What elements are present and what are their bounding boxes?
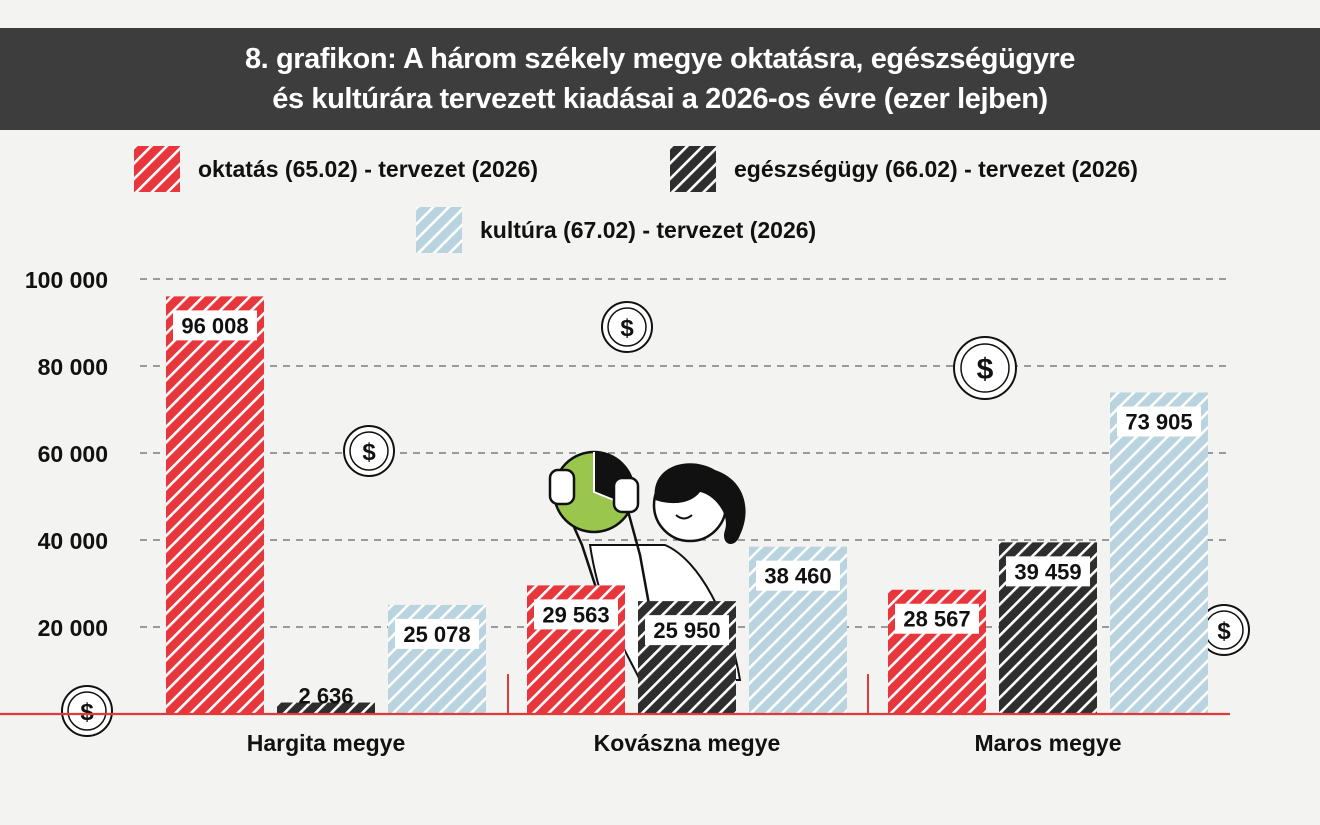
bar-oktatas [166,296,264,714]
svg-text:$: $ [977,353,994,386]
dollar-coin-icon: $ [1198,604,1250,656]
data-label-box [645,615,729,646]
legend-item-oktatas: oktatás (65.02) - tervezet (2026) [134,146,538,192]
chart-title-line-2: és kultúrára tervezett kiadásai a 2026-o… [272,83,1048,115]
data-label-box [895,603,979,634]
y-tick-label: 20 000 [38,615,108,641]
data-label-box [395,618,479,649]
data-label: 28 567 [903,607,970,632]
x-tick-label: Hargita megye [247,730,406,756]
data-label: 25 950 [653,618,720,643]
bar-kultura [1110,392,1208,714]
legend-item-egeszsegugy: egészségügy (66.02) - tervezet (2026) [670,146,1138,192]
svg-text:$: $ [1217,618,1231,645]
data-label: 39 459 [1014,559,1081,584]
data-label: 38 460 [764,564,831,589]
x-tick-label: Kovászna megye [594,730,781,756]
dollar-coin-icon: $ [61,685,113,737]
svg-text:$: $ [620,315,634,342]
dollar-coin-icon: $ [343,425,395,477]
data-label: 29 563 [542,602,609,627]
data-label: 2 636 [298,684,353,709]
data-label: 73 905 [1125,410,1192,435]
data-label-box [1006,556,1090,587]
y-tick-label: 80 000 [38,354,108,380]
data-label: 96 008 [181,313,248,338]
data-label-box [1117,406,1201,437]
data-label: 25 078 [403,622,470,647]
dollar-coin-icon: $ [953,336,1017,400]
data-label-box [173,310,257,341]
legend-swatch-oktatas [134,146,180,192]
legend-swatch-egeszsegugy [670,146,716,192]
legend-item-kultura: kultúra (67.02) - tervezet (2026) [416,207,816,253]
data-label-box [756,560,840,591]
axes: 20 000 40 000 60 000 80 000 100 000 Hargita m… [0,267,1230,756]
svg-text:$: $ [362,439,376,466]
y-tick-label: 100 000 [25,267,108,293]
chart-title-line-1: 8. grafikon: A három székely megye oktat… [244,43,1076,75]
dollar-coin-icon: $ [601,301,653,353]
data-label-box [534,599,618,630]
chart-title-bar: 8. grafikon: A három székely megye oktat… [0,28,1320,130]
legend-swatch-kultura [416,207,462,253]
legend-label-kultura: kultúra (67.02) - tervezet (2026) [480,216,817,243]
y-tick-label: 60 000 [38,441,108,467]
bars: 96 008 2 636 25 078 29 563 25 950 38 460 28 56… [166,296,1208,714]
x-tick-label: Maros megye [974,730,1121,756]
bar-egeszsegugy [277,702,375,714]
legend-label-oktatas: oktatás (65.02) - tervezet (2026) [198,155,539,182]
y-tick-label: 40 000 [38,528,108,554]
legend-label-egeszsegugy: egészségügy (66.02) - tervezet (2026) [734,155,1138,182]
svg-text:$: $ [80,699,94,726]
